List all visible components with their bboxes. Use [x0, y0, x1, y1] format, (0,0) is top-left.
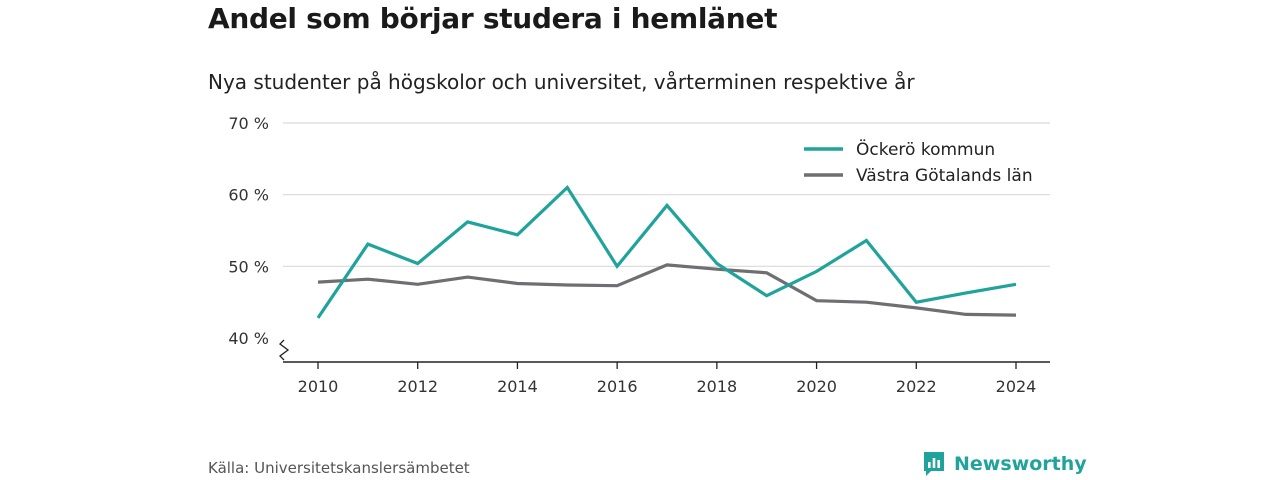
x-tick-label: 2020	[796, 377, 837, 396]
x-axis: 2010 2012 2014 2016 2018 2020 2022 2024	[279, 339, 1050, 396]
chart-title: Andel som börjar studera i hemlänet	[208, 2, 778, 35]
x-tick-label: 2012	[397, 377, 438, 396]
x-tick-label: 2016	[597, 377, 638, 396]
source-note: Källa: Universitetskanslersämbetet	[208, 459, 470, 477]
y-tick-label: 40 %	[228, 329, 269, 348]
legend-label: Västra Götalands län	[856, 166, 1033, 186]
y-tick-label: 50 %	[228, 257, 269, 276]
series-line-0	[316, 184, 1017, 319]
y-axis-ticks: 40 % 50 % 60 % 70 %	[228, 114, 269, 348]
x-tick-label: 2018	[696, 377, 737, 396]
x-tick-label: 2014	[497, 377, 538, 396]
legend: Öckerö kommun Västra Götalands län	[804, 138, 1033, 186]
newsworthy-brand[interactable]: Newsworthy	[922, 450, 1087, 478]
axis-break-icon	[279, 339, 290, 361]
x-tick-label: 2022	[896, 377, 937, 396]
x-tick-label: 2010	[298, 377, 339, 396]
y-tick-label: 70 %	[228, 114, 269, 133]
y-tick-label: 60 %	[228, 186, 269, 205]
series-lines	[316, 184, 1017, 319]
brand-name: Newsworthy	[954, 453, 1087, 475]
x-tick-label: 2024	[996, 377, 1037, 396]
series-line-1	[317, 263, 1017, 317]
chart-subtitle: Nya studenter på högskolor och universit…	[208, 70, 915, 94]
legend-label: Öckerö kommun	[856, 138, 995, 160]
newsworthy-logo-icon	[924, 452, 944, 476]
